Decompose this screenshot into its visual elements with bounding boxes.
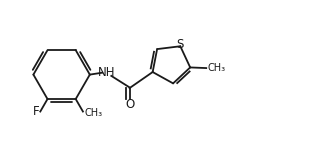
Text: CH₃: CH₃ (85, 108, 103, 118)
Text: NH: NH (98, 66, 115, 79)
Text: F: F (33, 105, 39, 118)
Text: CH₃: CH₃ (208, 63, 226, 73)
Text: S: S (177, 38, 184, 51)
Text: O: O (125, 98, 134, 111)
